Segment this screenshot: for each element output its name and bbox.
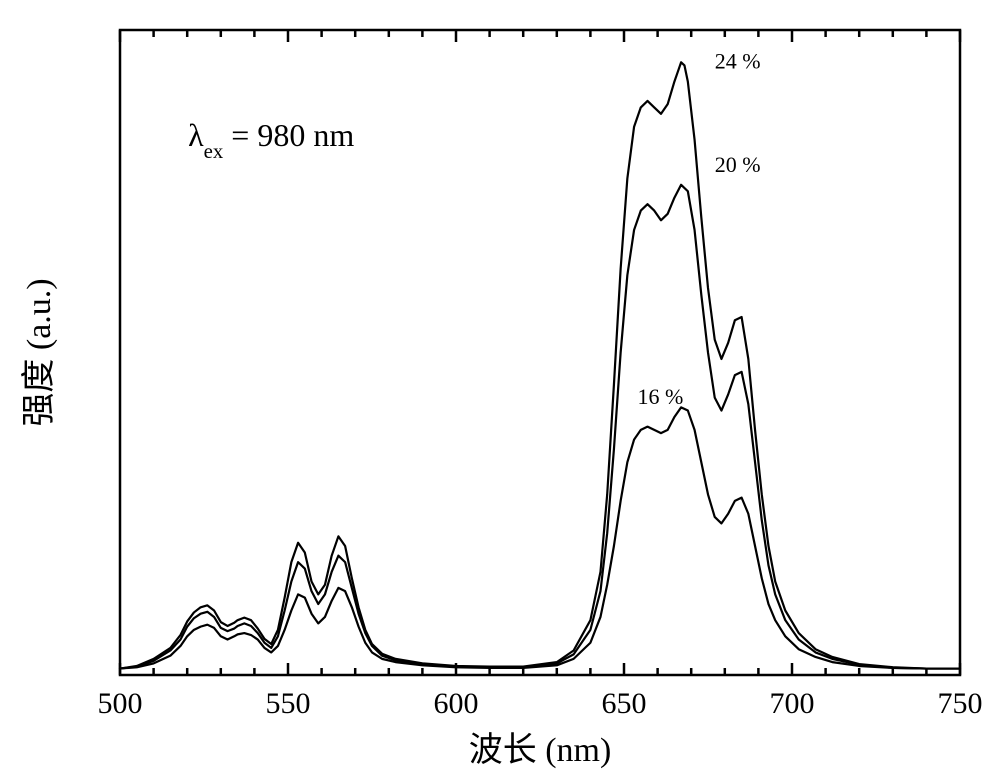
spectrum-chart: 500550600650700750波长 (nm)强度 (a.u.)λex = … <box>0 0 1000 775</box>
y-axis-label: 强度 (a.u.) <box>20 278 58 426</box>
x-tick-label: 550 <box>266 687 311 720</box>
series-label: 20 % <box>715 152 761 177</box>
x-tick-label: 600 <box>434 687 479 720</box>
x-tick-label: 500 <box>98 687 143 720</box>
series-label: 24 % <box>715 49 761 74</box>
x-axis-label: 波长 (nm) <box>469 731 612 769</box>
x-tick-label: 750 <box>938 687 983 720</box>
series-label: 16 % <box>637 384 683 409</box>
x-tick-label: 700 <box>770 687 815 720</box>
x-tick-label: 650 <box>602 687 647 720</box>
chart-svg: 500550600650700750波长 (nm)强度 (a.u.)λex = … <box>0 0 1000 775</box>
